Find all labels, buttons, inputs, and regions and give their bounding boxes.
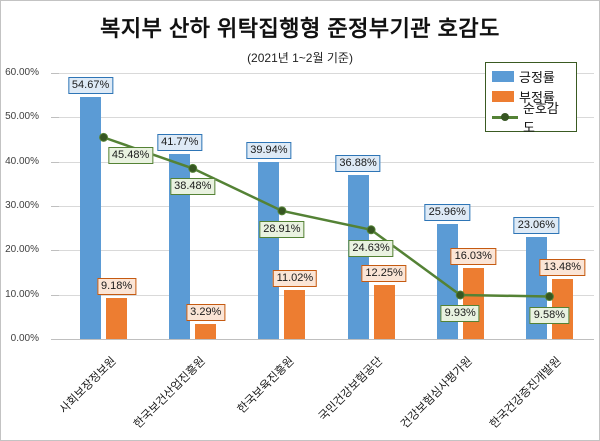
line-swatch-icon (492, 112, 518, 123)
y-tick-label: 50.00% (5, 111, 39, 123)
y-tick-label: 30.00% (5, 200, 39, 211)
x-category-label: 건강보험심사평가원 (399, 355, 475, 431)
gridline (59, 294, 594, 296)
positive-bar (258, 161, 280, 339)
legend-item-positive: 긍정률 (492, 66, 570, 86)
y-tick-label: 40.00% (5, 155, 39, 167)
legend-item-negative: 부정률 (492, 86, 570, 106)
negative-swatch-icon (492, 90, 514, 102)
positive-value-label: 36.88% (335, 155, 381, 173)
positive-swatch-icon (492, 70, 514, 82)
legend-label-net: 순호감도 (523, 101, 559, 135)
y-tick-mark (51, 206, 59, 207)
negative-bar (195, 324, 217, 339)
chart-subtitle: (2021년 1~2월 기준) (247, 51, 353, 65)
negative-bar (373, 284, 395, 339)
positive-value-label: 41.77% (157, 133, 203, 151)
legend-label-negative: 부정률 (519, 89, 555, 105)
positive-bar (80, 96, 102, 339)
x-category-label: 국민건강보험공단 (317, 355, 386, 424)
y-tick-mark (51, 73, 59, 74)
chart-title: 복지부 산하 위탁집행형 준정부기관 호감도 (100, 16, 500, 41)
gridline (59, 250, 594, 252)
y-tick-label: 0.00% (10, 333, 39, 344)
y-tick-mark (51, 117, 59, 119)
positive-value-label: 54.67% (67, 76, 114, 94)
x-category-label: 한국건강증진개발원 (488, 355, 565, 431)
negative-bar (284, 290, 306, 339)
y-tick-mark (51, 250, 59, 252)
negative-value-label: 12.25% (361, 264, 407, 282)
negative-value-label: 13.48% (539, 259, 586, 277)
negative-value-label: 16.03% (450, 247, 496, 265)
x-category-label: 사회보장정보원 (57, 355, 119, 416)
y-tick-label: 10.00% (5, 288, 39, 300)
y-tick-mark (51, 161, 59, 163)
net-value-label: 28.91% (259, 220, 305, 238)
positive-bar (525, 236, 547, 339)
y-tick-label: 60.00% (5, 67, 39, 78)
net-value-label: 24.63% (348, 239, 394, 257)
gridline (59, 73, 594, 74)
y-tick-mark (51, 339, 59, 340)
x-category-label: 한국보건산업진흥원 (131, 355, 208, 431)
gridline (59, 117, 594, 119)
gridline (59, 206, 594, 207)
net-value-label: 38.48% (170, 178, 216, 196)
y-tick-mark (51, 294, 59, 296)
negative-value-label: 3.29% (186, 304, 226, 322)
x-axis-line (59, 339, 594, 340)
legend: 긍정률 부정률 순호감도 (485, 62, 577, 135)
positive-value-label: 39.94% (246, 141, 292, 159)
negative-bar (462, 267, 484, 339)
legend-item-net: 순호감도 (492, 101, 570, 135)
negative-value-label: 11.02% (272, 270, 318, 288)
negative-value-label: 9.18% (96, 278, 137, 296)
y-tick-label: 20.00% (5, 244, 39, 256)
net-value-label: 9.93% (440, 304, 480, 322)
positive-value-label: 25.96% (424, 203, 470, 221)
positive-bar (347, 175, 369, 339)
net-value-label: 45.48% (107, 147, 154, 165)
x-category-label: 한국보육진흥원 (235, 355, 297, 416)
positive-value-label: 23.06% (513, 216, 560, 234)
legend-label-positive: 긍정률 (519, 69, 555, 85)
negative-bar (106, 298, 128, 339)
net-value-label: 9.58% (529, 306, 570, 324)
